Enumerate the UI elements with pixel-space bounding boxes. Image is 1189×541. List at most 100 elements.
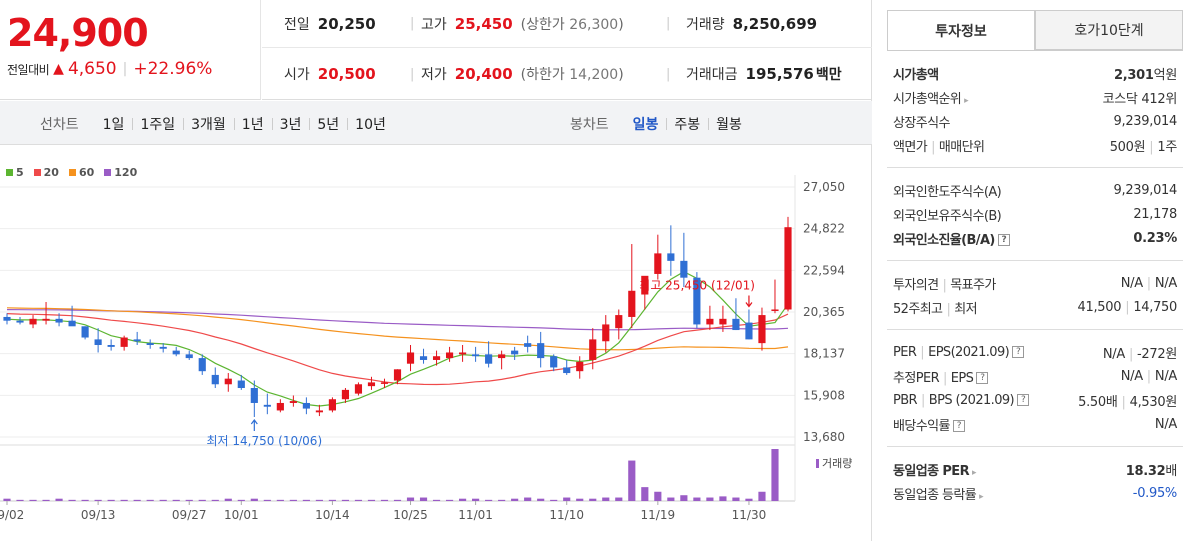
candle-body <box>16 320 24 323</box>
y-tick-label: 13,680 <box>803 430 845 444</box>
high-price: 고가 25,450 (상한가 26,300) <box>421 14 624 33</box>
change-percent: +22.96% <box>133 59 213 79</box>
line-chart-title: 선차트 <box>40 117 79 133</box>
candle-period-option[interactable]: 월봉 <box>708 114 750 134</box>
candlestick-chart: 27,050 24,822 22,594 20,365 18,137 15,908 13,6… <box>0 175 852 522</box>
candle-body <box>589 339 597 360</box>
volume-bar <box>133 499 141 501</box>
period-option[interactable]: 3년 <box>271 114 310 134</box>
candle-body <box>81 326 89 338</box>
volume-bar <box>406 497 415 501</box>
candle-body <box>680 260 688 278</box>
candle-body <box>224 378 232 385</box>
candle-body <box>602 324 610 342</box>
volume: 거래량 8,250,699 <box>686 14 818 33</box>
low-arrow-icon <box>250 418 258 431</box>
period-option[interactable]: 1년 <box>233 114 272 134</box>
period-option[interactable]: 10년 <box>347 114 394 134</box>
volume-bar <box>693 497 701 501</box>
x-tick-label: 10/14 <box>315 508 350 522</box>
candle-body <box>667 253 675 261</box>
candle-body <box>745 322 753 340</box>
info-tabs: 투자정보 호가10단계 <box>887 10 1183 50</box>
candle-period-option[interactable]: 주봉 <box>666 114 708 134</box>
volume-bar <box>224 498 232 501</box>
volume-bar <box>107 499 115 501</box>
candle-body <box>107 345 115 347</box>
y-tick-label: 24,822 <box>803 222 845 236</box>
x-tick-label: 11/19 <box>641 508 676 522</box>
candle-body <box>276 402 284 411</box>
y-tick-label: 15,908 <box>803 388 845 402</box>
volume-bar <box>563 497 571 501</box>
help-icon[interactable]: ? <box>952 420 965 432</box>
help-icon[interactable]: ? <box>997 234 1010 246</box>
candle-body <box>732 318 740 331</box>
candle-body <box>537 343 545 359</box>
volume-bar <box>315 499 323 501</box>
candle-body <box>211 374 219 385</box>
section-opinion: 투자의견 | 목표주가 N/A | N/A 52주최고 | 최저 41,500 | 14,750 <box>887 260 1183 329</box>
ma120-line <box>6 309 789 331</box>
volume-bar <box>550 499 558 501</box>
divider: | <box>122 61 128 77</box>
volume-bar <box>445 499 454 501</box>
volume-bar <box>589 498 597 501</box>
industry-per-link[interactable]: 동일업종 PER ▸ 18.32배 <box>893 463 1177 479</box>
volume-bar <box>745 498 753 501</box>
volume-bar <box>276 499 284 501</box>
candle-body <box>380 382 389 384</box>
volume-bar <box>654 491 662 501</box>
chart-legend: 5 20 60 120 <box>6 166 137 179</box>
legend-item: 120 <box>104 166 137 179</box>
tab-orderbook[interactable]: 호가10단계 <box>1035 10 1183 50</box>
period-option[interactable]: 3개월 <box>183 114 234 134</box>
volume-bar <box>667 497 675 501</box>
investment-info-panel: 투자정보 호가10단계 시가총액 2,301억원 시가총액순위 ▸ 코스닥 412위 … <box>873 0 1189 541</box>
volume-bar <box>641 487 649 501</box>
change-value: 4,650 <box>67 59 117 79</box>
section-industry: 동일업종 PER ▸ 18.32배 동일업종 등락률 ▸ -0.95% <box>887 446 1183 515</box>
period-option[interactable]: 1일 <box>102 117 125 133</box>
volume-bar <box>16 499 24 501</box>
legend-swatch <box>104 169 112 176</box>
help-icon[interactable]: ? <box>976 372 989 384</box>
x-tick-label: 10/01 <box>224 508 259 522</box>
volume-bar <box>354 499 363 501</box>
volume-bar <box>263 499 271 501</box>
help-icon[interactable]: ? <box>1012 346 1025 358</box>
chart-panel: 24,900 전일대비 ▲ 4,650 | +22.96% 전일 20,250 |… <box>0 0 872 541</box>
candle-body <box>198 358 206 372</box>
volume-bar <box>159 499 167 501</box>
volume-bar <box>485 499 493 501</box>
help-icon[interactable]: ? <box>1017 394 1030 406</box>
section-foreign: 외국인한도주식수(A) 9,239,014 외국인보유주식수(B) 21,178 외… <box>887 167 1183 260</box>
volume-bar <box>94 499 102 501</box>
legend-swatch <box>68 169 76 176</box>
candle-body <box>511 350 519 355</box>
candle-body <box>758 315 766 344</box>
candle-body <box>354 384 363 394</box>
candle-body <box>576 361 584 372</box>
y-tick-label: 20,365 <box>803 305 845 319</box>
volume-bar <box>758 491 766 501</box>
volume-bar <box>42 499 50 501</box>
ma60-line <box>6 307 789 351</box>
volume-bar <box>380 499 389 501</box>
industry-change-link[interactable]: 동일업종 등락률 ▸ -0.95% <box>893 485 1177 503</box>
low-annotation: 최저 14,750 (10/06) <box>206 434 322 448</box>
period-option[interactable]: 5년 <box>309 114 347 134</box>
volume-bar <box>472 498 480 501</box>
volume-bar <box>367 499 376 501</box>
legend-item: 60 <box>68 166 94 179</box>
volume-bar <box>719 496 727 501</box>
candle-body <box>406 352 415 364</box>
tab-investment-info[interactable]: 투자정보 <box>887 10 1035 50</box>
candle-body <box>120 337 128 347</box>
volume-bar <box>459 498 467 501</box>
x-tick-label: 09/02 <box>0 508 24 522</box>
mcap-rank-link[interactable]: 시가총액순위 ▸ 코스닥 412위 <box>893 91 1177 107</box>
high-arrow-icon <box>745 295 753 308</box>
period-option[interactable]: 1주일 <box>132 114 183 134</box>
candle-period-option[interactable]: 일봉 <box>632 117 659 133</box>
